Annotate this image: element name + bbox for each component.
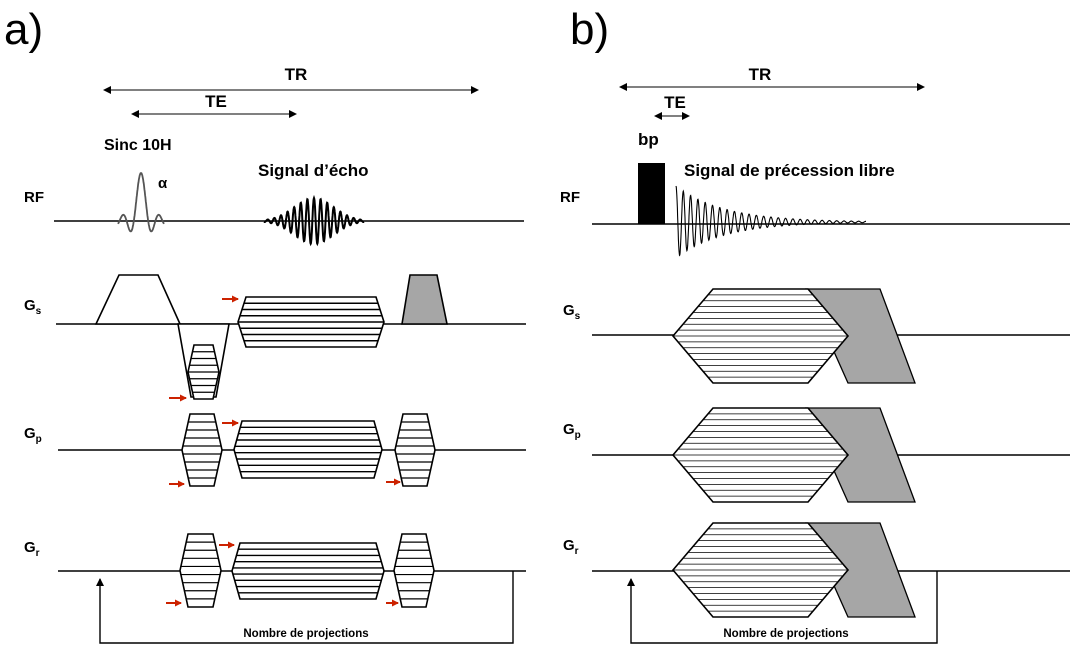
readout-rewinder-block bbox=[393, 533, 435, 608]
panel-b-label: b) bbox=[570, 5, 609, 54]
projection-loop-b bbox=[627, 571, 938, 644]
te-label-a: TE bbox=[205, 92, 227, 111]
panel-a: a) TR TE Sinc 10H α Signal d’écho RF Gs … bbox=[4, 5, 526, 644]
gs-label-a: Gs bbox=[24, 297, 42, 317]
projection-loop-label-b: Nombre de projections bbox=[723, 628, 848, 640]
tr-label-b: TR bbox=[749, 65, 772, 84]
projection-loop-label-a: Nombre de projections bbox=[243, 628, 368, 640]
phase-encode-block bbox=[181, 413, 223, 487]
flip-angle-label: α bbox=[158, 175, 168, 192]
gp-label-b: Gp bbox=[563, 421, 581, 441]
gr-label-a: Gr bbox=[24, 539, 40, 559]
fid-signal-waveform bbox=[675, 185, 866, 257]
phase-encode-block-b bbox=[671, 407, 916, 503]
tr-label-a: TR bbox=[285, 65, 308, 84]
slice-rewinder-block bbox=[237, 296, 385, 348]
rf-label-a: RF bbox=[24, 189, 44, 206]
readout-prephase-block bbox=[179, 533, 222, 608]
slice-phase-encode-block-b bbox=[671, 288, 916, 384]
gs-label-b: Gs bbox=[563, 302, 581, 322]
panel-b: b) TR TE bp Signal de précession libre R… bbox=[560, 5, 1070, 644]
sinc-rf-pulse bbox=[117, 171, 165, 233]
gp-label-a: Gp bbox=[24, 425, 42, 445]
readout-wide-block bbox=[231, 542, 385, 600]
sinc-pulse-label: Sinc 10H bbox=[104, 137, 172, 154]
red-indicator-arrows bbox=[166, 295, 401, 607]
slice-select-gradient bbox=[94, 274, 182, 325]
hard-rf-pulse bbox=[638, 163, 665, 224]
phase-rewinder-block bbox=[394, 413, 436, 487]
echo-signal-label: Signal d’écho bbox=[258, 161, 369, 180]
fid-signal-label: Signal de précession libre bbox=[684, 161, 895, 180]
rf-label-b: RF bbox=[560, 189, 580, 206]
echo-signal-waveform bbox=[263, 194, 365, 247]
slice-phase-encode-block bbox=[187, 344, 220, 400]
gr-label-b: Gr bbox=[563, 537, 579, 557]
te-label-b: TE bbox=[664, 93, 686, 112]
slice-spoiler-gradient bbox=[401, 274, 448, 325]
readout-block-b bbox=[671, 522, 916, 618]
projection-loop-a bbox=[96, 571, 514, 644]
panel-a-label: a) bbox=[4, 5, 43, 54]
hard-pulse-label: bp bbox=[638, 130, 659, 149]
phase-encode-wide-block bbox=[233, 420, 383, 479]
